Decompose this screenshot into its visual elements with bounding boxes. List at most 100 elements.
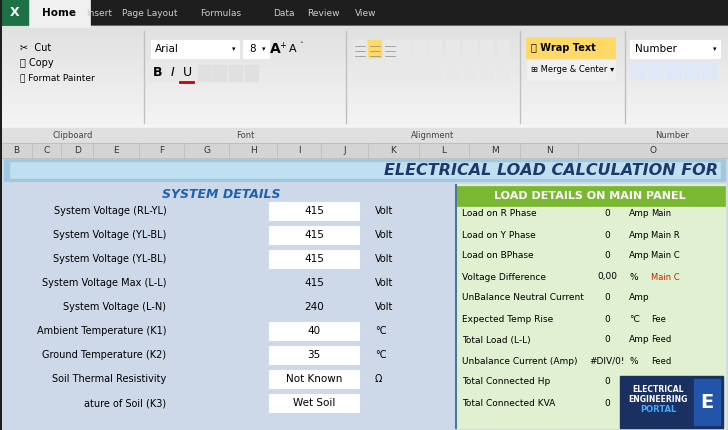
Text: System Voltage Max (L-L): System Voltage Max (L-L) [41, 278, 166, 288]
Bar [1, 91, 728, 92]
Text: ˄: ˄ [299, 42, 303, 48]
Bar [165, 65, 179, 82]
Text: I: I [298, 146, 300, 155]
Bar [1, 143, 728, 158]
Bar [1, 45, 728, 46]
Text: °C: °C [375, 326, 387, 336]
Bar [198, 65, 212, 82]
Bar [213, 65, 227, 82]
Text: %: % [629, 273, 638, 282]
Text: Feed: Feed [651, 335, 671, 344]
Bar [630, 62, 646, 80]
Text: Clipboard: Clipboard [52, 131, 92, 140]
Text: 0: 0 [604, 335, 610, 344]
Bar [1, 92, 728, 93]
Bar [1, 33, 728, 34]
Bar [1, 55, 728, 56]
Bar [1, 99, 728, 100]
Bar [648, 62, 664, 80]
Text: Main C: Main C [651, 273, 680, 282]
Text: A: A [289, 44, 297, 54]
Text: 📋 Copy: 📋 Copy [20, 58, 53, 68]
Bar [1, 97, 728, 98]
Text: System Voltage (YL-BL): System Voltage (YL-BL) [53, 254, 166, 264]
Bar [1, 90, 728, 91]
Bar [1, 123, 728, 124]
Bar [1, 63, 728, 64]
Bar [1, 84, 728, 85]
Bar [1, 30, 728, 31]
Bar [1, 41, 728, 42]
Text: Insert: Insert [87, 9, 112, 18]
Text: System Voltage (RL-YL): System Voltage (RL-YL) [53, 206, 166, 216]
Bar [1, 127, 728, 128]
Bar [1, 121, 728, 122]
Bar [1, 46, 728, 47]
Text: Amp: Amp [629, 209, 650, 218]
Bar [427, 40, 442, 58]
Text: 415: 415 [304, 206, 324, 216]
Text: Page Layout: Page Layout [122, 9, 177, 18]
Bar [480, 62, 494, 80]
Text: ▾: ▾ [262, 46, 266, 52]
Text: 40: 40 [307, 326, 320, 336]
Bar [413, 40, 427, 58]
Text: Ambient Temperature (K1): Ambient Temperature (K1) [36, 326, 166, 336]
Text: Wet Soil: Wet Soil [293, 398, 335, 408]
Bar [1, 79, 728, 80]
Text: 415: 415 [304, 230, 324, 240]
Bar [413, 62, 427, 80]
Text: 240: 240 [304, 302, 324, 312]
Bar [1, 28, 728, 29]
Text: 0: 0 [604, 314, 610, 323]
Text: Total Connected KVA: Total Connected KVA [462, 399, 555, 408]
Bar [1, 38, 728, 39]
Bar [1, 158, 728, 430]
Bar [1, 107, 728, 108]
Bar [1, 65, 728, 66]
Text: Main: Main [651, 209, 671, 218]
Text: +: + [280, 40, 286, 49]
Bar [620, 376, 723, 428]
Bar [1, 93, 728, 94]
Text: ⊞ Merge & Center ▾: ⊞ Merge & Center ▾ [531, 65, 614, 74]
Bar [229, 65, 243, 82]
Bar [666, 62, 682, 80]
Text: SYSTEM DETAILS: SYSTEM DETAILS [162, 188, 280, 202]
Text: Volt: Volt [375, 302, 393, 312]
Bar [1, 54, 728, 55]
Text: I: I [170, 67, 174, 80]
Bar [446, 62, 459, 80]
Text: E: E [700, 393, 713, 412]
Bar [528, 38, 615, 58]
Text: ▾: ▾ [232, 46, 236, 52]
Text: B: B [153, 67, 162, 80]
Text: 415: 415 [304, 254, 324, 264]
Text: 0: 0 [604, 378, 610, 387]
Bar [1, 68, 728, 69]
Bar [1, 111, 728, 112]
Text: UnBalance Neutral Current: UnBalance Neutral Current [462, 294, 583, 302]
Text: G: G [203, 146, 210, 155]
Bar [462, 62, 477, 80]
Bar [1, 57, 728, 58]
Bar [1, 110, 728, 111]
Text: LOAD DETAILS ON MAIN PANEL: LOAD DETAILS ON MAIN PANEL [494, 191, 686, 201]
Bar [1, 49, 728, 50]
Bar [1, 122, 728, 123]
Text: A: A [269, 42, 280, 56]
Text: Data: Data [273, 9, 295, 18]
Text: U: U [183, 67, 191, 80]
Text: F: F [159, 146, 165, 155]
Bar [368, 62, 381, 80]
Text: Total Load (L-L): Total Load (L-L) [462, 335, 530, 344]
Text: 0: 0 [604, 294, 610, 302]
Bar [1, 31, 728, 32]
Bar [9, 162, 720, 178]
Text: N: N [546, 146, 553, 155]
Bar [1, 48, 728, 49]
Bar [1, 0, 728, 26]
Bar [150, 65, 165, 82]
Bar [1, 27, 728, 28]
Bar [1, 114, 728, 115]
